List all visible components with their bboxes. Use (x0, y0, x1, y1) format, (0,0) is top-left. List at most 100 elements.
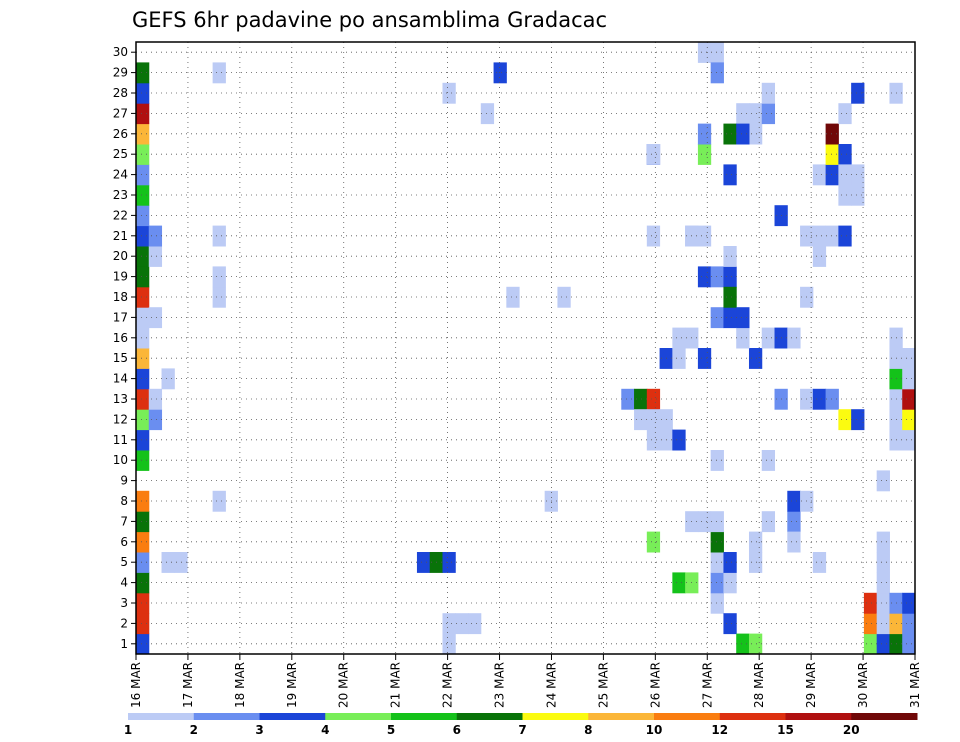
heat-cell (838, 184, 852, 206)
heat-cell (136, 327, 150, 349)
legend-swatch (654, 713, 721, 720)
heat-cell (748, 633, 763, 655)
y-tick-label: 6 (120, 535, 128, 549)
heat-cell (723, 246, 737, 267)
heat-cell (723, 123, 737, 145)
legend-label: 8 (584, 723, 592, 737)
legend-swatch (325, 713, 392, 720)
heat-cell (876, 531, 890, 553)
heat-cell (621, 388, 635, 410)
y-tick-label: 23 (113, 188, 128, 202)
heat-cell (851, 82, 865, 104)
x-tick-label: 30 MAR (856, 662, 870, 708)
y-tick-label: 26 (113, 127, 128, 141)
x-tick-label: 24 MAR (544, 662, 558, 708)
y-tick-label: 7 (120, 514, 128, 528)
legend-swatch (785, 713, 852, 720)
y-tick-label: 20 (113, 249, 128, 263)
heat-cell (136, 409, 150, 431)
y-tick-label: 27 (113, 106, 128, 120)
heat-cell (736, 123, 750, 145)
heat-cell (812, 552, 827, 573)
heat-cell (672, 327, 686, 349)
legend-swatch (851, 713, 918, 720)
legend-label: 10 (646, 723, 663, 737)
heat-cell (136, 286, 150, 308)
heat-cell (710, 511, 724, 533)
heat-cell (787, 490, 801, 512)
heat-cell (710, 450, 724, 471)
heat-cell (761, 450, 776, 471)
heat-cell (902, 592, 916, 614)
heat-cell (710, 531, 724, 553)
y-tick-label: 4 (120, 576, 128, 590)
grid-layer (136, 42, 915, 654)
y-tick-label: 14 (113, 372, 128, 386)
heat-cell (136, 164, 150, 186)
heat-cell (442, 613, 456, 635)
heat-cell (136, 572, 150, 594)
color-legend: 1 2 3 4 5 6 7 8 10 12 15 20 (124, 713, 918, 737)
y-tick-label: 15 (113, 351, 128, 365)
y-tick-label: 16 (113, 331, 128, 345)
heat-cell (748, 123, 763, 145)
heat-cell (851, 184, 865, 206)
legend-label: 15 (777, 723, 794, 737)
heat-cell (136, 531, 150, 553)
y-tick-label: 21 (113, 229, 128, 243)
heat-cell (212, 286, 226, 308)
heat-cell (136, 368, 150, 390)
heat-cell (697, 348, 712, 369)
x-tick-label: 22 MAR (441, 662, 455, 708)
heat-cell (876, 592, 890, 614)
heat-cell (672, 429, 686, 451)
heat-cell (723, 286, 737, 308)
heat-cell (646, 409, 661, 431)
heat-cell (736, 327, 750, 349)
heat-cell (136, 225, 150, 247)
x-tick-label: 28 MAR (752, 662, 766, 708)
y-tick-label: 29 (113, 66, 128, 80)
heat-cell (136, 348, 150, 369)
legend-swatch (128, 713, 195, 720)
y-tick-label: 12 (113, 412, 128, 426)
heat-cell (902, 613, 916, 635)
heat-cell (136, 205, 150, 227)
heat-cell (838, 225, 852, 247)
legend-label: 3 (255, 723, 263, 737)
x-tick-label: 18 MAR (233, 662, 247, 708)
y-tick-label: 10 (113, 453, 128, 467)
x-tick-label: 20 MAR (337, 662, 351, 708)
heat-cell (748, 552, 763, 573)
y-tick-label: 11 (113, 433, 128, 447)
legend-label: 4 (321, 723, 329, 737)
legend-label: 5 (387, 723, 395, 737)
y-tick-label: 1 (120, 637, 128, 651)
heat-cell (812, 388, 827, 410)
heat-cell (761, 511, 776, 533)
heat-cell (174, 552, 188, 573)
heat-cell (723, 613, 737, 635)
heat-cell (851, 409, 865, 431)
heat-cell (697, 266, 712, 288)
heat-cell (710, 307, 724, 329)
chart-title: GEFS 6hr padavine po ansamblima Gradacac (132, 8, 607, 32)
plot-frame (135, 41, 916, 655)
cell-layer (136, 42, 916, 655)
heat-cell (723, 572, 737, 594)
heat-cell (710, 552, 724, 573)
heat-cell (506, 286, 520, 308)
legend-swatch (259, 713, 326, 720)
heat-cell (136, 184, 150, 206)
heat-cell (148, 388, 163, 410)
heat-cell (748, 348, 763, 369)
heat-cell (902, 409, 916, 431)
heat-cell (136, 450, 150, 471)
heat-cell (468, 613, 482, 635)
heat-cell (825, 164, 839, 186)
heat-cell (136, 613, 150, 635)
heat-cell (148, 225, 163, 247)
heat-cell (136, 266, 150, 288)
y-axis: 1234567891011121314151617181920212223242… (113, 45, 136, 651)
legend-label: 6 (453, 723, 461, 737)
